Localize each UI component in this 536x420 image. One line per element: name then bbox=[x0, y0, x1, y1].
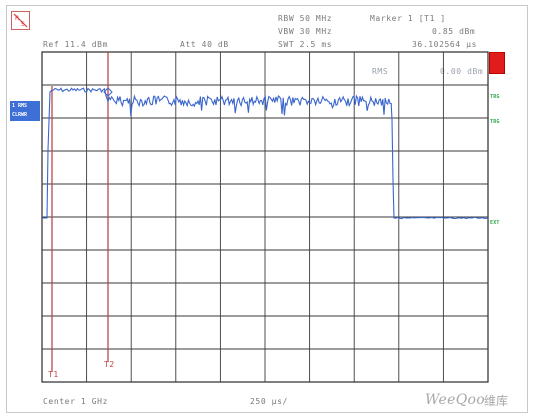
swt-readout: SWT 2.5 ms bbox=[278, 40, 333, 49]
side-label-trg-2: TRG bbox=[490, 119, 500, 125]
attenuation-readout: Att 40 dB bbox=[180, 40, 229, 49]
center-frequency: Center 1 GHz bbox=[43, 397, 108, 406]
svg-text:S: S bbox=[21, 21, 25, 28]
trace-detector: 1 RMS bbox=[12, 103, 28, 109]
softkey-indicator[interactable] bbox=[489, 52, 505, 74]
trace-mode-label[interactable]: 1 RMS CLRWR bbox=[10, 101, 40, 121]
watermark-text: WeeQoo bbox=[425, 392, 485, 408]
measurement-value: 0.00 dBm bbox=[440, 67, 484, 76]
marker-level: 0.85 dBm bbox=[432, 27, 476, 36]
rbw-readout: RBW 50 MHz bbox=[278, 14, 333, 23]
measurement-label: RMS bbox=[372, 67, 389, 76]
ref-level: Ref 11.4 dBm bbox=[43, 40, 108, 49]
graticule bbox=[42, 52, 488, 382]
marker-t1-label: T1 bbox=[48, 370, 59, 379]
marker-t2-label: T2 bbox=[104, 360, 115, 369]
watermark-cn: 维库 bbox=[484, 394, 509, 408]
measurement-trace bbox=[42, 87, 489, 220]
svg-text:R: R bbox=[15, 15, 19, 22]
side-label-trg: TRG bbox=[490, 94, 500, 100]
span-per-division: 250 µs/ bbox=[250, 397, 288, 406]
marker-title: Marker 1 [T1 ] bbox=[370, 14, 446, 23]
vbw-readout: VBW 30 MHz bbox=[278, 27, 333, 36]
side-label-ext: EXT bbox=[490, 220, 500, 226]
marker-1-icon bbox=[103, 87, 113, 97]
analyzer-frame bbox=[6, 5, 528, 413]
trace-mode: CLRWR bbox=[12, 112, 28, 118]
marker-time: 36.102564 µs bbox=[412, 40, 477, 49]
rohde-schwarz-logo-icon: R S bbox=[11, 11, 30, 30]
